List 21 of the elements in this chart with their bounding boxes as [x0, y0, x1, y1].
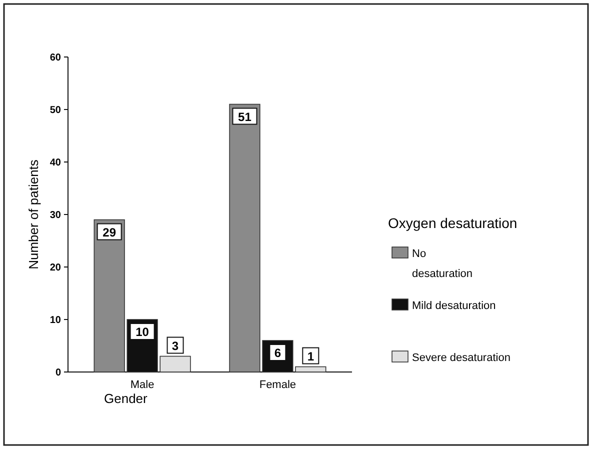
y-tick-label: 0 — [55, 368, 62, 378]
y-tick-label: 30 — [50, 210, 62, 221]
y-tick-label: 20 — [50, 262, 62, 274]
data-label: 3 — [172, 338, 179, 353]
y-tick-label: 40 — [50, 158, 62, 168]
x-tick-label: Female — [259, 379, 296, 391]
legend-label: No desaturation — [412, 248, 473, 280]
y-tick-label: 10 — [50, 315, 62, 326]
x-tick-label: Male — [130, 379, 154, 391]
y-axis-title: Number of patients — [26, 159, 41, 270]
data-label: 10 — [136, 325, 150, 339]
legend-label: Severe desaturation — [412, 352, 510, 364]
legend-label: Mild desaturation — [412, 300, 496, 312]
data-label: 51 — [238, 110, 252, 124]
data-label: 6 — [274, 346, 282, 360]
y-tick-label: 50 — [50, 105, 62, 116]
data-label: 29 — [102, 225, 116, 240]
legend-title: Oxygen desaturation — [388, 215, 518, 231]
y-tick-label: 60 — [50, 52, 62, 64]
data-label: 1 — [307, 349, 314, 364]
x-axis-title: Gender — [104, 391, 148, 406]
